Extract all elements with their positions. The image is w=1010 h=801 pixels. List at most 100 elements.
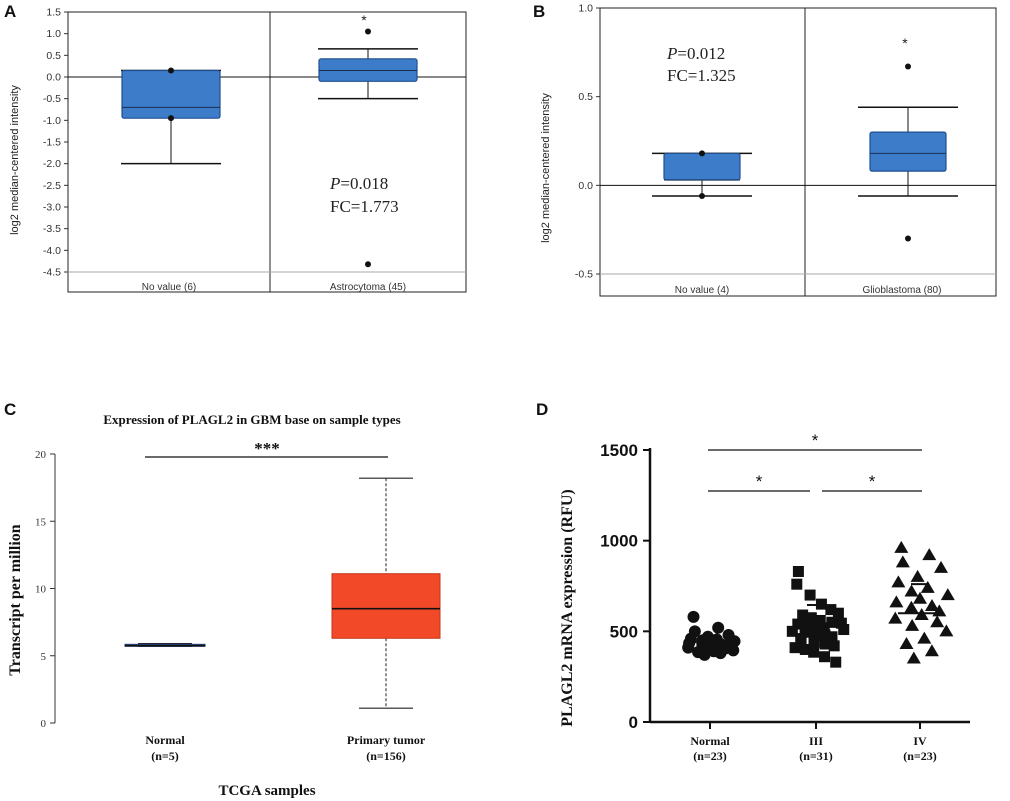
y-ticks-c: 0 5 10 15 20	[35, 449, 55, 730]
boxes-c	[124, 477, 441, 709]
data-point-iii	[795, 634, 807, 646]
scatter-points-d	[682, 540, 955, 668]
chart-title-c: Expression of PLAGL2 in GBM base on samp…	[103, 412, 400, 427]
data-point-normal	[727, 644, 740, 657]
data-point-iv	[922, 548, 937, 561]
data-point-iii	[799, 643, 811, 655]
boxes-a	[121, 28, 418, 268]
outlier-point	[168, 67, 174, 74]
outlier-point	[365, 28, 371, 35]
box-iqr	[331, 573, 441, 639]
data-point-iv	[917, 631, 932, 644]
outlier-point	[905, 63, 911, 70]
y-tick-label: 1.5	[46, 7, 61, 19]
y-tick-label: 0.5	[46, 50, 61, 62]
data-point-iv	[895, 555, 910, 568]
y-tick-label: -3.5	[43, 223, 61, 235]
significance-star-a: *	[361, 12, 367, 28]
box-iqr	[663, 152, 741, 181]
panel-label-a: A	[4, 2, 16, 21]
category-label-c-0: Normal	[145, 733, 185, 747]
x-axis-label-c: TCGA samples	[218, 783, 315, 799]
outlier-point	[699, 192, 705, 199]
panel-label-b: B	[533, 2, 545, 21]
y-tick-label: -4.0	[43, 245, 61, 257]
data-point-iv	[920, 580, 935, 593]
fold-change-b: FC=1.325	[667, 66, 736, 85]
p-symbol-b: P	[666, 44, 677, 63]
y-tick-label: 1500	[600, 441, 638, 460]
data-point-iii	[832, 607, 844, 619]
comparison-star: *	[756, 472, 763, 491]
y-tick-label: -3.0	[43, 202, 61, 214]
data-point-iii	[838, 624, 850, 636]
y-tick-label: 500	[610, 622, 638, 641]
y-tick-label: -4.5	[43, 267, 61, 279]
chart-d: D PLAGL2 mRNA expression (RFU) 1500 1000 5…	[536, 400, 970, 763]
y-ticks-b: 1.0 0.5 0.0 -0.5	[575, 3, 600, 281]
y-tick-label: 0.5	[578, 91, 593, 103]
category-n-d-1: (n=31)	[799, 749, 833, 763]
data-point-iv	[888, 611, 903, 624]
outlier-point	[365, 261, 371, 268]
data-point-normal	[698, 648, 711, 661]
data-point-iii	[786, 625, 798, 637]
category-label-a-1: Astrocytoma (45)	[330, 282, 406, 293]
data-point-iii	[791, 578, 803, 590]
y-tick-label: 0.0	[578, 180, 593, 192]
significance-star-b: *	[902, 35, 908, 51]
data-point-iii	[814, 614, 826, 626]
box-iqr	[869, 131, 947, 172]
data-point-iii	[819, 651, 831, 663]
y-axis-label-b: log2 median-centered intensity	[540, 93, 552, 243]
y-tick-label: 0	[629, 713, 638, 732]
comparison-star: *	[812, 431, 819, 450]
data-point-iv	[924, 644, 939, 657]
data-point-iv	[889, 595, 904, 608]
data-point-iv	[906, 651, 921, 664]
data-point-iv	[905, 618, 920, 631]
panel-label-c: C	[4, 400, 16, 419]
data-point-iv	[940, 588, 955, 601]
y-tick-label: -0.5	[43, 93, 61, 105]
outlier-point	[699, 150, 705, 157]
category-n-d-2: (n=23)	[903, 749, 937, 763]
data-point-normal	[682, 641, 695, 654]
data-point-iii	[805, 612, 817, 624]
data-point-iii	[828, 640, 840, 652]
category-label-d-1: III	[809, 734, 823, 748]
panel-a: A log2 median-centered intensity 1.5 1.0 0…	[0, 0, 480, 310]
box-iqr	[121, 69, 221, 119]
plot-frame-b	[599, 7, 997, 297]
data-point-iii	[830, 656, 842, 668]
data-point-iii	[799, 626, 811, 638]
y-tick-label: -2.5	[43, 180, 61, 192]
data-point-iii	[804, 589, 816, 601]
y-axis-label-d: PLAGL2 mRNA expression (RFU)	[559, 489, 576, 726]
significance-label-c: ***	[254, 439, 280, 458]
category-label-a-0: No value (6)	[142, 282, 196, 293]
category-n-c-1: (n=156)	[366, 749, 406, 763]
category-label-c-1: Primary tumor	[347, 733, 426, 747]
y-tick-label: 10	[35, 584, 47, 596]
y-tick-label: 1.0	[46, 28, 61, 40]
outlier-point	[168, 115, 174, 122]
data-point-iii	[810, 628, 822, 640]
data-point-iii	[808, 646, 820, 658]
data-point-iii	[825, 604, 837, 616]
data-point-iii	[826, 616, 838, 628]
data-point-iii	[826, 631, 838, 643]
x-ticks-d	[709, 722, 921, 729]
category-label-d-2: IV	[913, 734, 927, 748]
y-tick-label: -0.5	[575, 269, 593, 281]
data-point-iii	[797, 609, 809, 621]
data-point-iii	[819, 629, 831, 641]
panel-d: D PLAGL2 mRNA expression (RFU) 1500 1000 5…	[520, 400, 1010, 801]
y-tick-label: 20	[35, 449, 47, 461]
p-text-b: =0.012	[677, 44, 725, 63]
outlier-point	[905, 235, 911, 242]
data-point-normal	[714, 647, 727, 660]
category-n-c-0: (n=5)	[151, 749, 179, 763]
data-point-iv	[913, 591, 927, 604]
data-point-iv	[934, 560, 949, 573]
